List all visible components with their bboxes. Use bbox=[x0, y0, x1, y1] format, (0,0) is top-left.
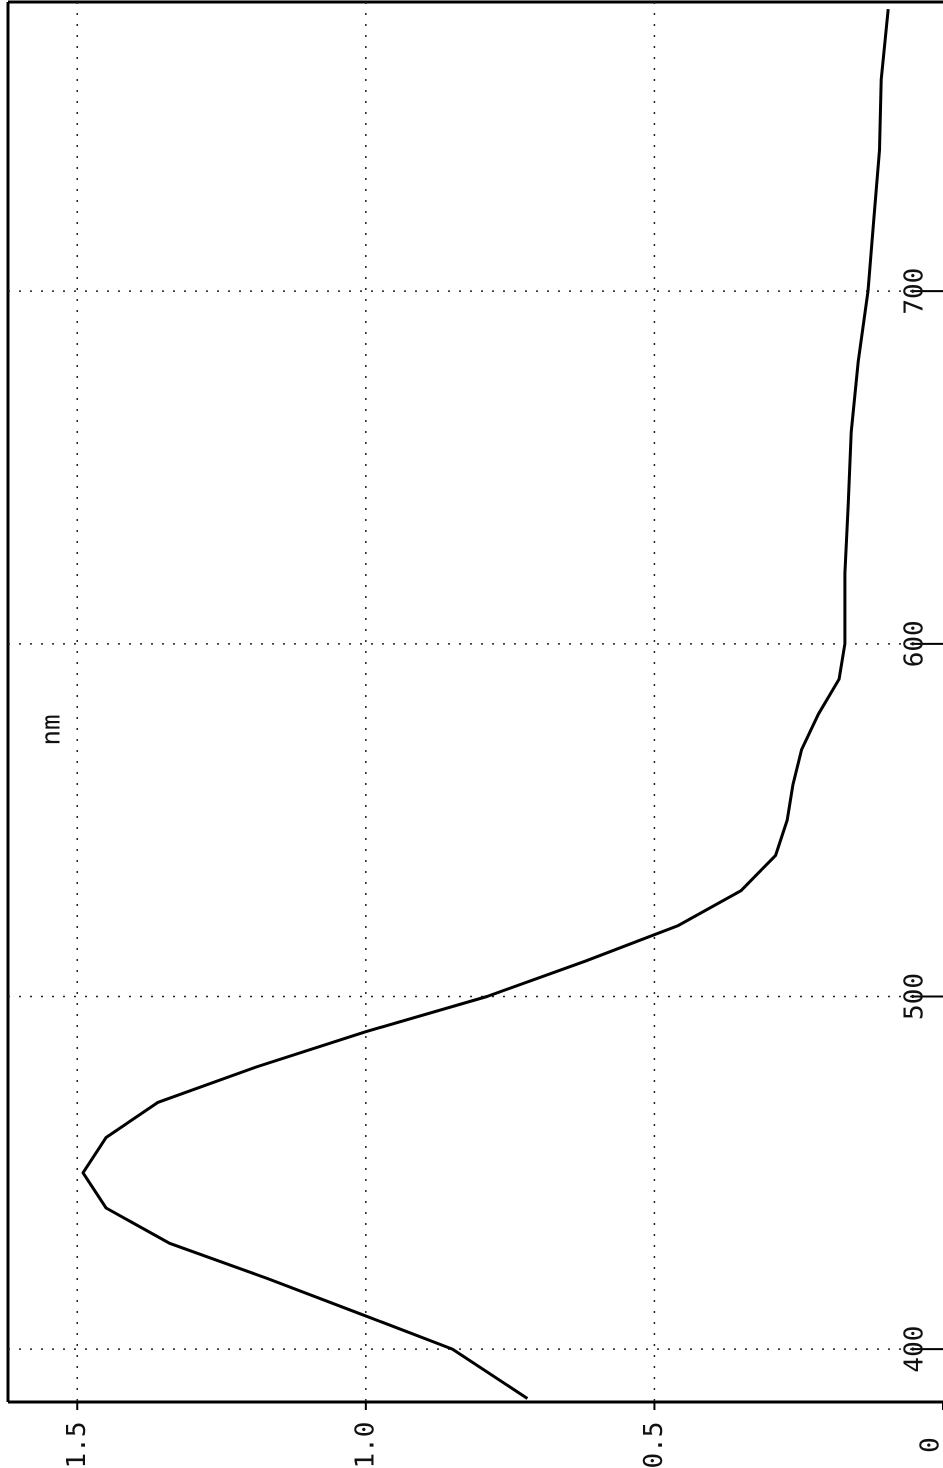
x-tick-label: 600 bbox=[900, 620, 930, 667]
x-tick-label: 400 bbox=[900, 1326, 930, 1373]
y-tick-label: 0 bbox=[916, 1437, 943, 1453]
y-tick-label: 1.0 bbox=[350, 1422, 380, 1468]
y-tick-label: 1.5 bbox=[62, 1422, 92, 1468]
y-tick-label: 0.5 bbox=[639, 1422, 669, 1468]
x-tick-label: 700 bbox=[900, 268, 930, 315]
x-tick-label: 500 bbox=[900, 973, 930, 1020]
axis-label: nm bbox=[37, 714, 67, 745]
spectrum-line bbox=[81, 8, 890, 1400]
